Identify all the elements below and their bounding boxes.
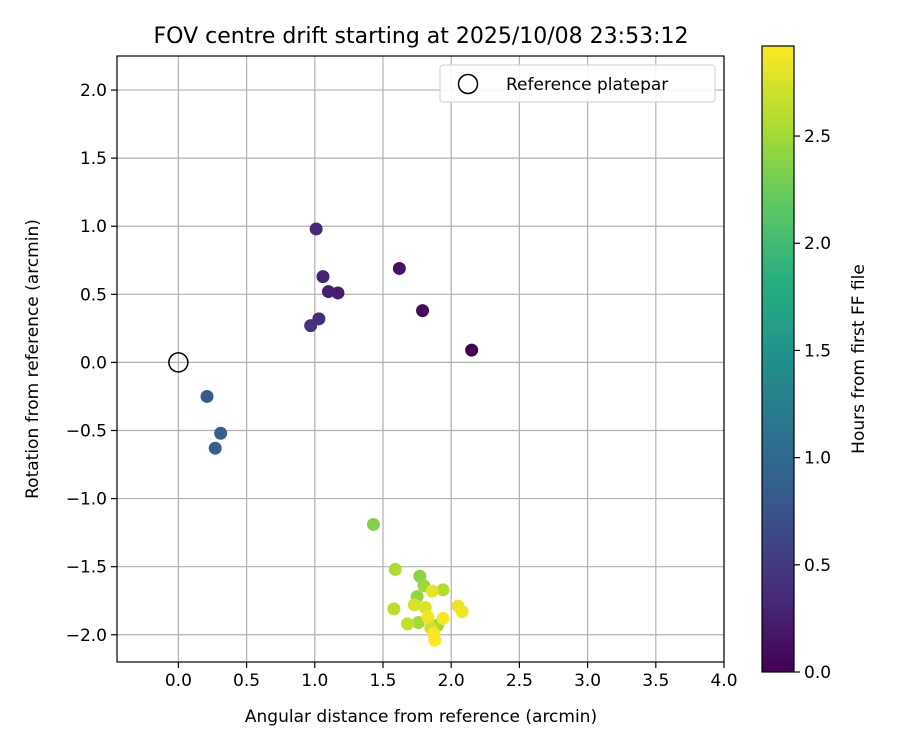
colorbar-tick-label: 2.0 bbox=[804, 234, 831, 254]
colorbar-tick-label: 0.5 bbox=[804, 556, 831, 576]
scatter-point bbox=[387, 602, 400, 615]
y-tick-label: −0.5 bbox=[66, 421, 107, 441]
scatter-point bbox=[310, 222, 323, 235]
colorbar-ticks: 0.0 0.5 1.0 1.5 2.0 2.5 bbox=[794, 127, 831, 683]
legend: Reference platepar bbox=[440, 65, 715, 102]
x-tick-label: 2.0 bbox=[438, 671, 465, 691]
y-tick-label: 1.0 bbox=[80, 217, 107, 237]
scatter-point bbox=[437, 612, 450, 625]
scatter-point bbox=[322, 285, 335, 298]
chart-title: FOV centre drift starting at 2025/10/08 … bbox=[154, 24, 689, 49]
x-tick-label: 1.0 bbox=[301, 671, 328, 691]
scatter-point bbox=[214, 427, 227, 440]
y-tick-label: 2.0 bbox=[80, 81, 107, 101]
x-tick-label: 3.5 bbox=[642, 671, 669, 691]
scatter-point bbox=[389, 563, 402, 576]
colorbar-label: Hours from first FF file bbox=[849, 264, 869, 454]
scatter-point bbox=[422, 611, 435, 624]
y-tick-label: −1.0 bbox=[66, 490, 107, 510]
y-tick-label: −2.0 bbox=[66, 626, 107, 646]
x-axis-label: Angular distance from reference (arcmin) bbox=[245, 707, 597, 727]
scatter-point bbox=[437, 583, 450, 596]
scatter-point bbox=[367, 518, 380, 531]
plot-area bbox=[117, 56, 724, 662]
x-tick-label: 4.0 bbox=[710, 671, 737, 691]
figure: FOV centre drift starting at 2025/10/08 … bbox=[0, 0, 900, 750]
y-axis-ticks: −2.0 −1.5 −1.0 −0.5 0.0 0.5 1.0 1.5 2.0 bbox=[66, 81, 117, 646]
y-tick-label: 0.0 bbox=[80, 353, 107, 373]
colorbar-tick-label: 1.0 bbox=[804, 449, 831, 469]
x-tick-label: 0.5 bbox=[233, 671, 260, 691]
y-axis-label: Rotation from reference (arcmin) bbox=[23, 219, 43, 499]
y-tick-label: 0.5 bbox=[80, 285, 107, 305]
scatter-point bbox=[393, 262, 406, 275]
scatter-point bbox=[426, 585, 439, 598]
colorbar: 0.0 0.5 1.0 1.5 2.0 2.5 Hours from first FF f… bbox=[762, 46, 869, 683]
colorbar-tick-label: 2.5 bbox=[804, 127, 831, 147]
x-tick-label: 3.0 bbox=[574, 671, 601, 691]
x-axis-ticks: 0.0 0.5 1.0 1.5 2.0 2.5 3.0 3.5 4.0 bbox=[165, 662, 738, 691]
scatter-point bbox=[209, 442, 222, 455]
scatter-point bbox=[416, 304, 429, 317]
x-tick-label: 1.5 bbox=[369, 671, 396, 691]
scatter-point bbox=[465, 344, 478, 357]
y-tick-label: 1.5 bbox=[80, 149, 107, 169]
scatter-point bbox=[428, 634, 441, 647]
scatter-point bbox=[401, 617, 414, 630]
scatter-point bbox=[456, 605, 469, 618]
y-tick-label: −1.5 bbox=[66, 558, 107, 578]
scatter-point bbox=[316, 270, 329, 283]
colorbar-gradient bbox=[762, 46, 794, 672]
colorbar-tick-label: 0.0 bbox=[804, 663, 831, 683]
scatter-point bbox=[304, 319, 317, 332]
colorbar-tick-label: 1.5 bbox=[804, 341, 831, 361]
scatter-point bbox=[201, 390, 214, 403]
x-tick-label: 2.5 bbox=[506, 671, 533, 691]
legend-label-reference: Reference platepar bbox=[506, 75, 668, 95]
x-tick-label: 0.0 bbox=[165, 671, 192, 691]
scatter-point bbox=[408, 598, 421, 611]
